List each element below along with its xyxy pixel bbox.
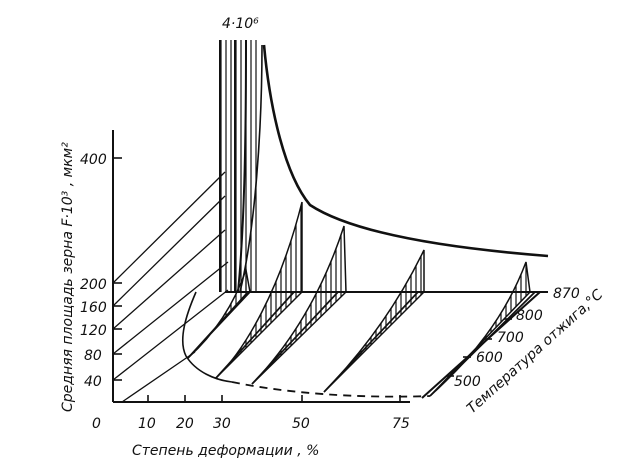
x-axis: 0 10 20 30 50 75 Степень деформации , %	[92, 395, 410, 459]
y-tick-label-160: 160	[80, 300, 107, 316]
top-value-label: 4·10⁶	[222, 16, 259, 32]
perspective-guide-lines	[112, 171, 229, 403]
z-tick-label-500: 500	[454, 374, 481, 390]
z-tick-label-600: 600	[476, 350, 503, 366]
spike-inner-curve	[237, 39, 247, 293]
x-tick-label-50: 50	[292, 416, 310, 432]
y-tick-label-400: 400	[80, 152, 107, 168]
envelope-curve-870	[262, 44, 549, 258]
min-deformation-curve	[182, 291, 233, 383]
z-tick-label-700: 700	[497, 330, 524, 346]
slice-500	[215, 201, 303, 379]
y-tick-label-40: 40	[84, 374, 102, 390]
z-tick-label-870: 870	[553, 286, 580, 302]
y-tick-label-200: 200	[80, 277, 107, 293]
z-tick-label-800: 800	[516, 308, 543, 324]
temperature-slice-baselines	[187, 291, 536, 397]
slice-800	[429, 261, 531, 397]
y-tick-label-120: 120	[80, 323, 107, 339]
slice-600	[251, 225, 347, 385]
x-tick-label-30: 30	[213, 416, 231, 432]
y-axis: 400 200 160 120 80 40 Средняя площадь зе…	[60, 130, 122, 412]
x-tick-label-10: 10	[138, 416, 156, 432]
y-tick-label-80: 80	[84, 348, 102, 364]
y-axis-title: Средняя площадь зерна F·10³ , мкм²	[60, 142, 76, 412]
slice-700	[323, 249, 425, 393]
x-tick-label-20: 20	[176, 416, 194, 432]
x-tick-label-0: 0	[92, 416, 101, 432]
x-axis-title: Степень деформации , %	[132, 443, 319, 459]
envelope-ridge-curve	[239, 44, 263, 293]
spike-region	[219, 39, 258, 293]
spike-hatch	[220, 40, 258, 292]
x-tick-label-75: 75	[392, 416, 410, 432]
